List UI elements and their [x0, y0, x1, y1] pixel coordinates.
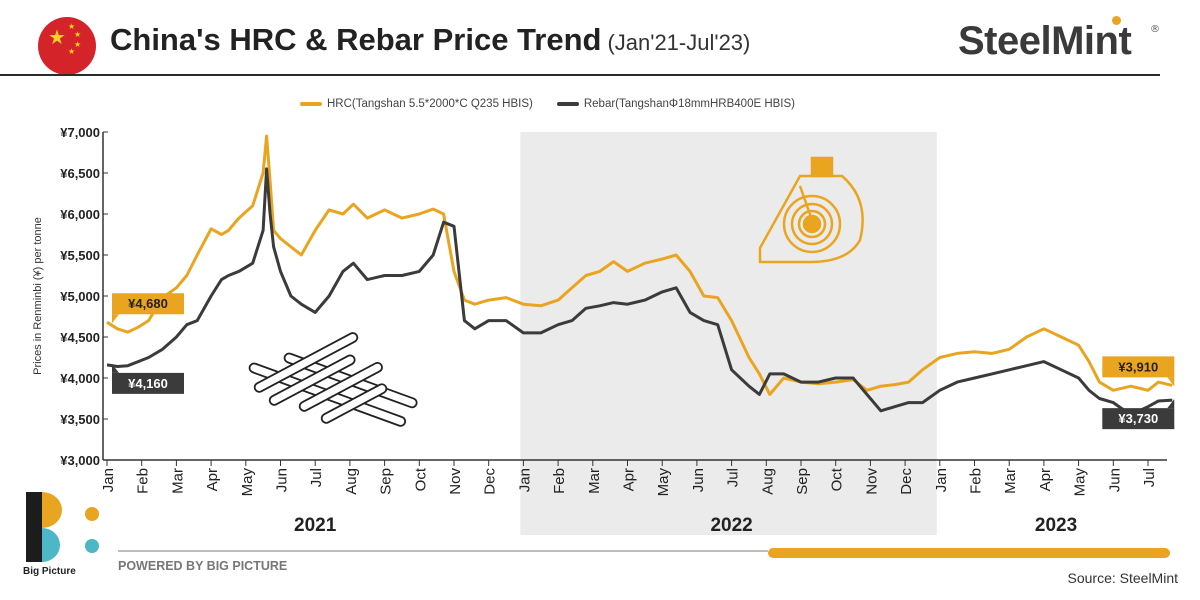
legend-item-hrc: HRC(Tangshan 5.5*2000*C Q235 HBIS) [300, 98, 533, 110]
brand-text: SteelMint [958, 19, 1132, 63]
x-tick-label: Sep [794, 468, 811, 495]
header-divider [0, 74, 1160, 76]
series-line-hrc [106, 134, 1173, 396]
x-tick-label: Oct [412, 467, 429, 491]
x-tick-label: Jun [274, 468, 291, 492]
x-tick-label: Apr [204, 468, 221, 491]
x-tick-label: Jul [308, 468, 325, 487]
x-tick-label: Apr [1037, 468, 1054, 491]
legend-swatch-hrc [300, 102, 322, 106]
callout-pointer [1167, 377, 1175, 387]
legend-label-hrc: HRC(Tangshan 5.5*2000*C Q235 HBIS) [327, 98, 533, 110]
year-2022-shade [520, 132, 937, 535]
year-label: 2023 [1035, 515, 1077, 536]
x-tick-label: Aug [759, 468, 776, 495]
x-tick-label: Oct [829, 467, 846, 491]
x-tick-label: Feb [968, 468, 985, 494]
y-tick-label: ¥3,500 [60, 412, 100, 427]
china-flag-icon: ★ ★ ★ ★ ★ [38, 17, 96, 75]
x-tick-label: Jul [725, 468, 742, 487]
callout-box [1102, 356, 1175, 378]
big-picture-text: Big Picture [23, 566, 76, 577]
series-line-rebar [106, 167, 1173, 417]
legend-swatch-rebar [556, 102, 579, 106]
x-tick-label: Jun [690, 468, 707, 492]
source-text: Source: SteelMint [1067, 570, 1179, 586]
callout-box [112, 293, 184, 315]
callout-box [112, 372, 184, 394]
x-tick-label: Jan [933, 468, 950, 492]
footer-rule [118, 548, 1170, 558]
callout-pointer [112, 314, 119, 324]
x-tick-label: Mar [169, 468, 186, 494]
y-tick-labels: ¥3,000 ¥3,500 ¥4,000 ¥4,500 ¥5,000 ¥5,500 ¥6,0… [60, 125, 100, 468]
x-tick-label: Feb [135, 468, 152, 494]
page-title: China's HRC & Rebar Price Trend (Jan'21-J… [110, 22, 750, 58]
x-tick-label: Jan [516, 468, 533, 492]
rebar-mesh-icon [248, 332, 418, 427]
x-tick-label: May [1072, 468, 1089, 497]
callout-pointer [1167, 399, 1175, 409]
logo-dot-icon [1112, 16, 1121, 25]
x-tick-label: Nov [863, 468, 880, 495]
value-callouts: ¥4,680 ¥4,160 ¥3,910 ¥3,730 [112, 293, 1175, 430]
y-tick-label: ¥5,500 [60, 248, 100, 263]
x-tick-label: Mar [1002, 468, 1019, 494]
powered-by-text: POWERED BY BIG PICTURE [118, 559, 288, 573]
y-tick-label: ¥6,000 [60, 207, 100, 222]
x-tick-label: Aug [343, 468, 360, 495]
y-tick-label: ¥6,500 [60, 166, 100, 181]
legend-label-rebar: Rebar(TangshanΦ18mmHRB400E HBIS) [583, 98, 795, 110]
x-tick-label: Jul [1141, 468, 1158, 487]
page-subtitle: (Jan'21-Jul'23) [607, 30, 751, 55]
callout-box [1102, 408, 1175, 430]
y-tick-label: ¥7,000 [60, 125, 100, 140]
x-tick-label: Jun [1106, 468, 1123, 492]
y-tick-label: ¥5,000 [60, 289, 100, 304]
callout-label: ¥4,680 [128, 296, 168, 311]
x-tick-label: Sep [378, 468, 395, 495]
legend-item-rebar: Rebar(TangshanΦ18mmHRB400E HBIS) [556, 98, 795, 110]
x-tick-label: Apr [621, 468, 638, 491]
steel-coil-icon [758, 156, 864, 264]
y-tick-label: ¥4,500 [60, 330, 100, 345]
x-tick-label: May [239, 468, 256, 497]
year-label: 2022 [710, 515, 752, 536]
x-tick-label: Dec [898, 468, 915, 495]
x-tick-label: Dec [482, 468, 499, 495]
callout-pointer [112, 363, 119, 373]
x-tick-label: Feb [551, 468, 568, 494]
chart-legend: HRC(Tangshan 5.5*2000*C Q235 HBIS) Rebar… [300, 98, 819, 110]
registered-mark: ® [1150, 24, 1160, 35]
title-text: China's HRC & Rebar Price Trend [110, 22, 602, 57]
y-tick-label: ¥3,000 [60, 453, 100, 468]
year-label: 2021 [294, 515, 337, 536]
callout-label: ¥3,730 [1118, 411, 1158, 426]
callout-label: ¥3,910 [1118, 359, 1158, 374]
y-tick-label: ¥4,000 [60, 371, 100, 386]
callout-label: ¥4,160 [128, 376, 168, 391]
steelmint-logo: SteelMint [958, 19, 1132, 64]
y-axis-label: Prices in Renminbi (¥) per tonne [32, 217, 44, 375]
x-tick-label: Mar [586, 468, 603, 494]
x-tick-label: May [655, 468, 672, 497]
year-labels: 2021 2022 2023 [294, 515, 1077, 536]
x-tick-label: Nov [447, 468, 464, 495]
x-tick-label: Jan [100, 468, 117, 492]
x-tick-labels: Jan Feb Mar Apr May Jun Jul Aug Sep Oct Nov Dec Jan F… [100, 460, 1158, 496]
big-picture-logo-icon [26, 492, 99, 562]
